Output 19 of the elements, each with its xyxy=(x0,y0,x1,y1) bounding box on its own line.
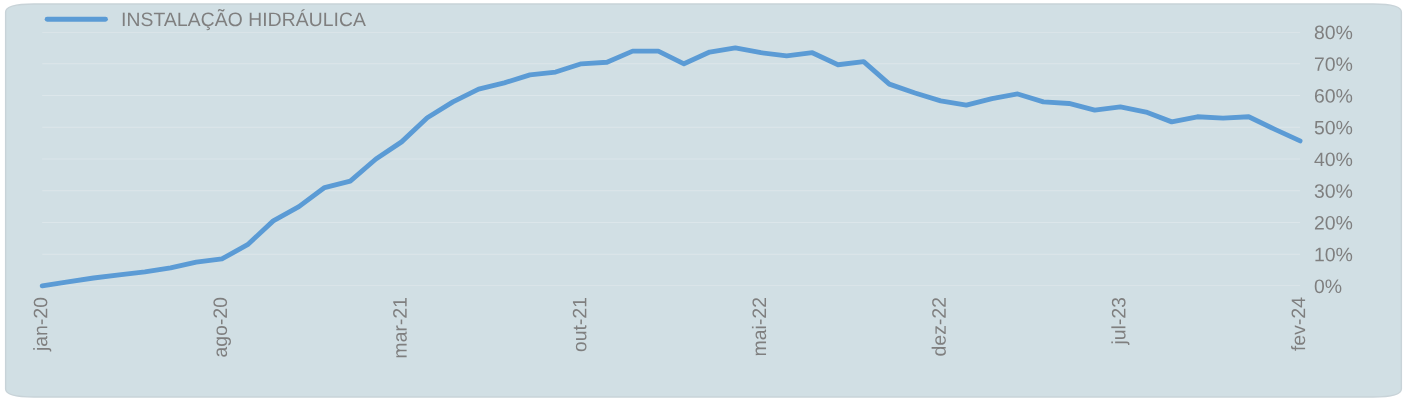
y-tick-label: 50% xyxy=(1314,120,1353,135)
y-tick-label: 10% xyxy=(1315,247,1353,262)
line-series xyxy=(39,45,1303,289)
x-tick-label: mar-21 xyxy=(393,297,407,358)
x-tick-label: ago-20 xyxy=(213,297,231,357)
x-tick-label: dez-22 xyxy=(931,298,946,356)
y-tick-label: 70% xyxy=(1314,57,1353,72)
y-tick-label: 0% xyxy=(1314,279,1342,294)
y-tick-label: 30% xyxy=(1314,184,1353,198)
y-tick-label: 60% xyxy=(1314,89,1353,103)
x-tick-label: mai-22 xyxy=(751,298,767,356)
x-tick-label: fev-24 xyxy=(1291,297,1306,351)
legend-label: INSTALAÇÃO HIDRÁULICA xyxy=(122,8,366,31)
y-tick-label: 20% xyxy=(1314,215,1353,230)
y-tick-label: 40% xyxy=(1314,152,1353,167)
x-tick-label: jan-20 xyxy=(33,297,52,352)
x-tick-label: out-21 xyxy=(572,297,587,352)
x-tick-label: jul-23 xyxy=(1111,297,1130,346)
y-tick-label: 80% xyxy=(1314,25,1353,40)
